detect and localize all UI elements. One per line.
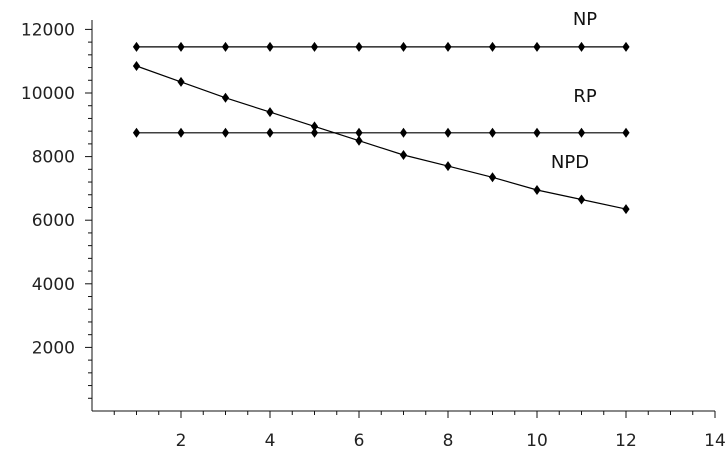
y-tick-label: 8000 <box>32 148 75 168</box>
axes: 2 4 6 8 10 12 14 2000 4000 6000 8000 10000 12000 <box>21 20 725 449</box>
series-layer <box>132 41 630 215</box>
x-tick-label: 4 <box>265 431 276 449</box>
data-point-npd <box>488 172 497 183</box>
data-point-np <box>622 41 630 52</box>
data-point-np <box>444 41 452 52</box>
series-label-npd: NPD <box>551 152 589 173</box>
data-point-npd <box>310 121 319 132</box>
data-point-npd <box>355 135 363 146</box>
data-point-np <box>488 41 497 52</box>
data-point-npd <box>132 60 141 71</box>
data-point-np <box>355 41 363 52</box>
data-point-rp <box>622 127 630 138</box>
data-point-np <box>399 41 408 52</box>
x-tick-label: 2 <box>176 431 187 449</box>
data-point-npd <box>221 92 230 103</box>
data-point-rp <box>355 127 363 138</box>
data-point-npd <box>266 107 274 118</box>
data-point-npd <box>399 150 408 161</box>
data-point-rp <box>488 127 497 138</box>
x-tick-label: 8 <box>443 431 454 449</box>
x-tick-label: 14 <box>704 431 725 449</box>
data-point-npd <box>177 76 185 87</box>
series-label-np: NP <box>573 9 597 30</box>
series-label-rp: RP <box>573 86 597 107</box>
y-tick-label: 2000 <box>32 338 75 358</box>
y-tick-label: 4000 <box>32 275 75 295</box>
data-point-rp <box>310 127 319 138</box>
data-point-rp <box>399 127 408 138</box>
data-point-npd <box>444 161 452 172</box>
y-tick-label: 12000 <box>21 20 75 40</box>
x-tick-label: 12 <box>615 431 637 449</box>
data-point-npd <box>622 204 630 215</box>
data-point-rp <box>266 127 274 138</box>
data-point-rp <box>533 127 541 138</box>
data-point-rp <box>577 127 586 138</box>
data-point-rp <box>132 127 141 138</box>
data-point-npd <box>533 184 541 195</box>
x-tick-label: 6 <box>354 431 365 449</box>
data-point-np <box>221 41 230 52</box>
data-point-np <box>177 41 185 52</box>
data-point-np <box>310 41 319 52</box>
data-point-np <box>577 41 586 52</box>
y-tick-label: 6000 <box>32 211 75 231</box>
data-point-rp <box>177 127 185 138</box>
x-tick-label: 10 <box>526 431 548 449</box>
data-point-rp <box>221 127 230 138</box>
data-point-np <box>533 41 541 52</box>
series-line-npd <box>136 65 627 210</box>
data-point-rp <box>444 127 452 138</box>
data-point-np <box>132 41 141 52</box>
labels-layer: NP RP NPD <box>551 9 597 173</box>
y-tick-label: 10000 <box>21 84 75 104</box>
data-point-npd <box>577 194 586 205</box>
data-point-np <box>266 41 274 52</box>
